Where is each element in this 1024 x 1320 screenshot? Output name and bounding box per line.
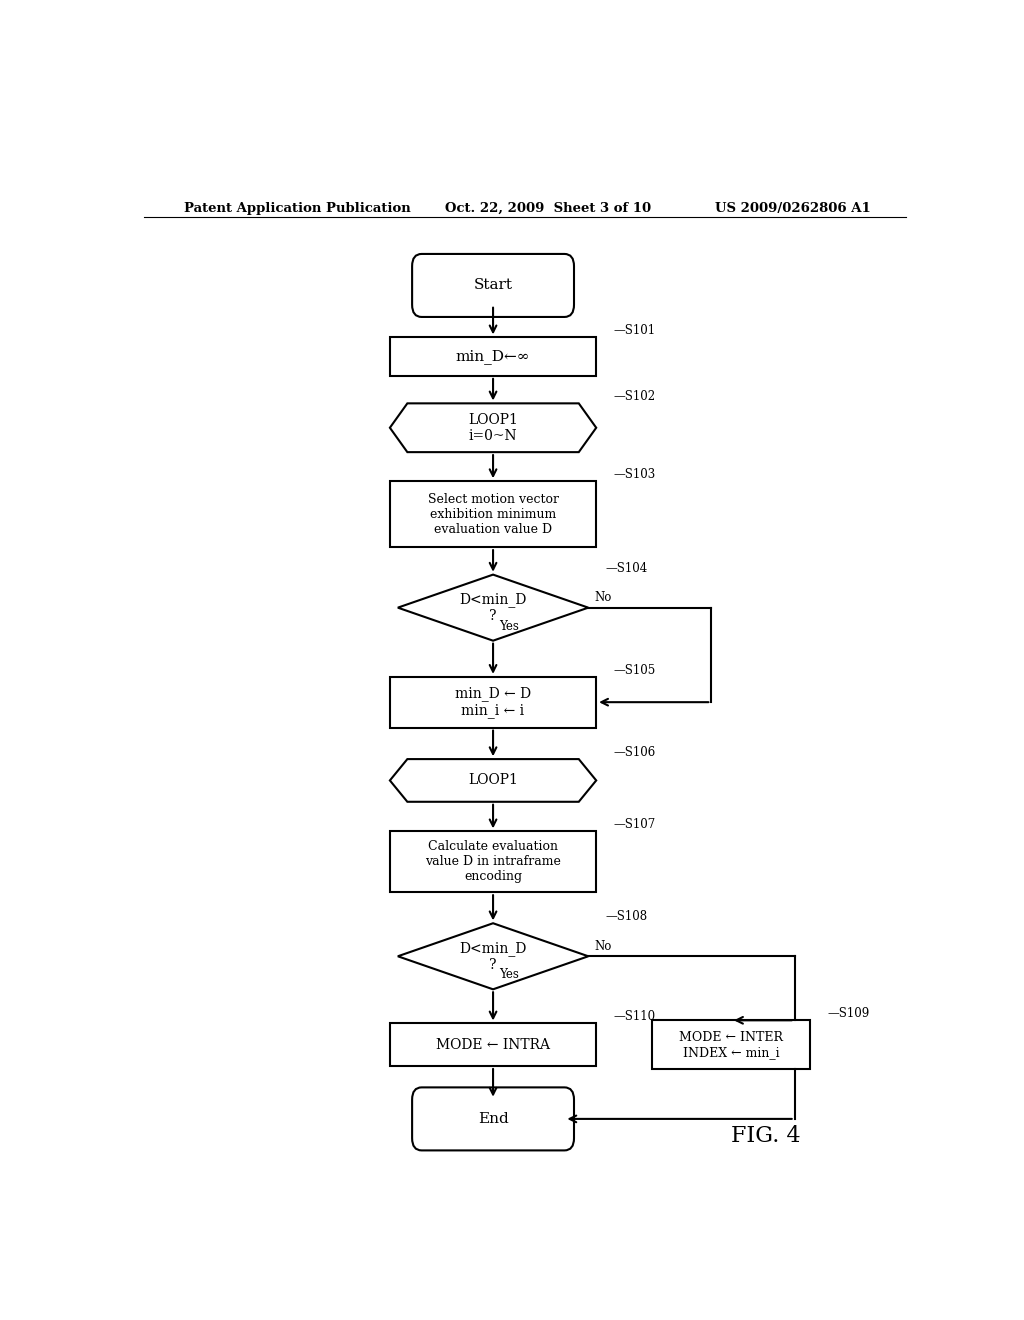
Text: MODE ← INTRA: MODE ← INTRA bbox=[436, 1038, 550, 1052]
Text: —S103: —S103 bbox=[613, 469, 656, 480]
Text: LOOP1: LOOP1 bbox=[468, 774, 518, 788]
Bar bbox=[390, 480, 596, 548]
Text: Patent Application Publication: Patent Application Publication bbox=[183, 202, 411, 215]
Text: —S102: —S102 bbox=[613, 391, 655, 404]
Text: Select motion vector
exhibition minimum
evaluation value D: Select motion vector exhibition minimum … bbox=[428, 492, 558, 536]
Polygon shape bbox=[390, 759, 596, 801]
Text: No: No bbox=[595, 591, 612, 605]
Bar bbox=[390, 832, 596, 892]
Text: Yes: Yes bbox=[499, 619, 518, 632]
FancyBboxPatch shape bbox=[412, 1088, 574, 1151]
Text: Oct. 22, 2009  Sheet 3 of 10: Oct. 22, 2009 Sheet 3 of 10 bbox=[445, 202, 651, 215]
Text: D<min_D
?: D<min_D ? bbox=[460, 593, 526, 623]
Text: —S101: —S101 bbox=[613, 325, 655, 338]
Text: MODE ← INTER
INDEX ← min_i: MODE ← INTER INDEX ← min_i bbox=[679, 1031, 783, 1059]
Text: min_D ← D
min_i ← i: min_D ← D min_i ← i bbox=[455, 686, 531, 718]
Text: min_D←∞: min_D←∞ bbox=[456, 350, 530, 364]
Bar bbox=[390, 677, 596, 727]
Polygon shape bbox=[397, 923, 588, 989]
Text: Calculate evaluation
value D in intraframe
encoding: Calculate evaluation value D in intrafra… bbox=[425, 841, 561, 883]
Text: —S110: —S110 bbox=[613, 1010, 655, 1023]
Text: —S106: —S106 bbox=[613, 746, 656, 759]
Text: —S109: —S109 bbox=[828, 1007, 870, 1020]
Text: US 2009/0262806 A1: US 2009/0262806 A1 bbox=[715, 202, 871, 215]
Text: D<min_D
?: D<min_D ? bbox=[460, 941, 526, 972]
Text: Start: Start bbox=[473, 279, 513, 293]
Bar bbox=[390, 338, 596, 376]
Text: —S107: —S107 bbox=[613, 818, 656, 832]
Text: —S104: —S104 bbox=[606, 561, 648, 574]
Text: —S105: —S105 bbox=[613, 664, 656, 677]
FancyBboxPatch shape bbox=[412, 253, 574, 317]
Bar bbox=[652, 1020, 811, 1069]
Polygon shape bbox=[397, 574, 588, 640]
Bar bbox=[390, 1023, 596, 1067]
Text: LOOP1
i=0~N: LOOP1 i=0~N bbox=[468, 413, 518, 442]
Text: FIG. 4: FIG. 4 bbox=[731, 1125, 801, 1147]
Polygon shape bbox=[390, 404, 596, 453]
Text: —S108: —S108 bbox=[606, 911, 648, 923]
Text: No: No bbox=[595, 940, 612, 953]
Text: End: End bbox=[477, 1111, 509, 1126]
Text: Yes: Yes bbox=[499, 968, 518, 981]
